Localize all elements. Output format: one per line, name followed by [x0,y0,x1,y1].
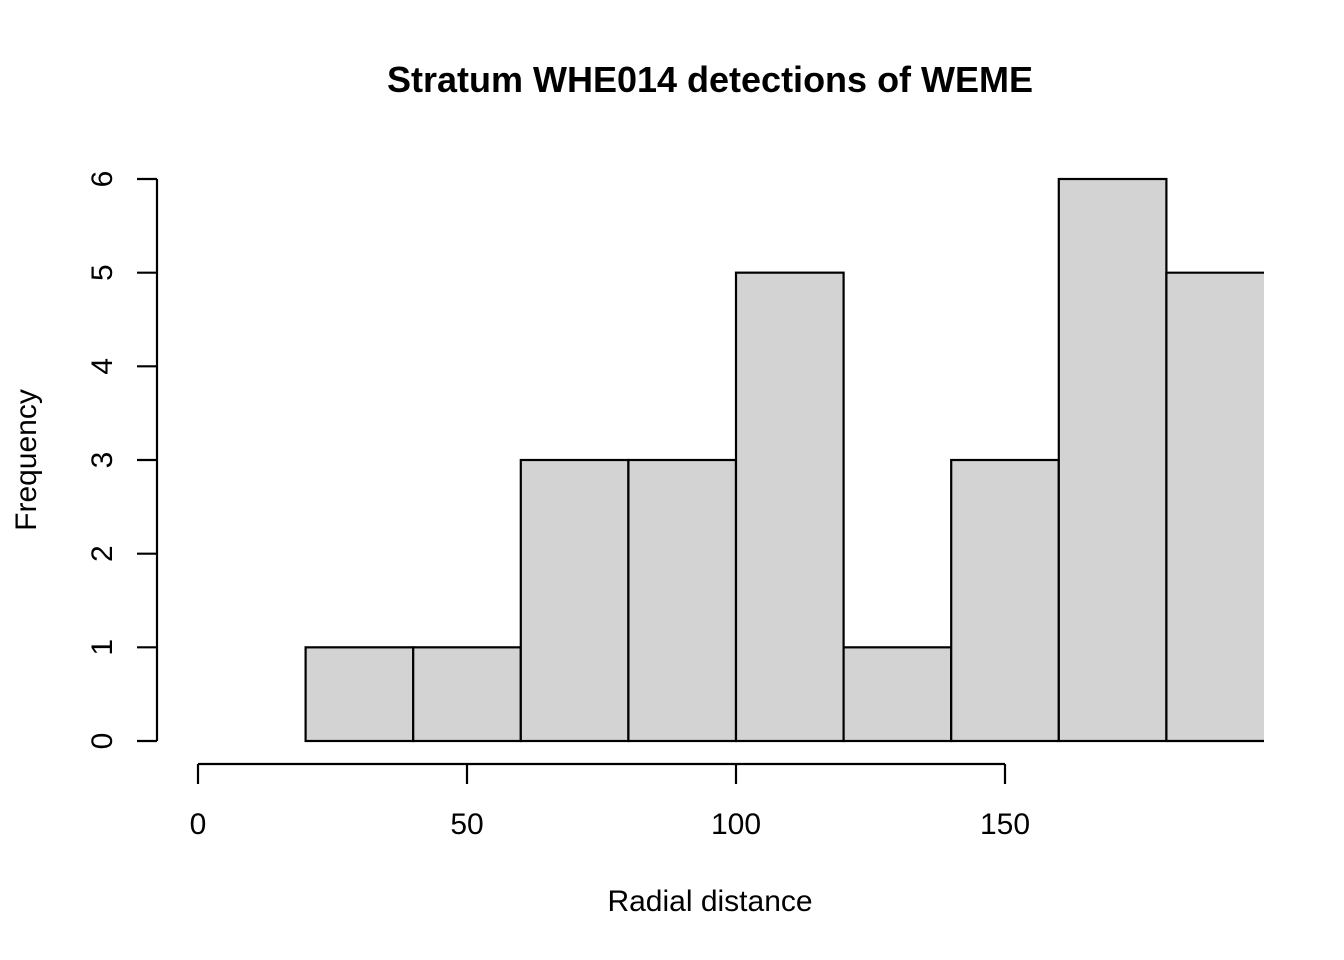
y-tick-label: 4 [86,358,119,375]
x-tick-label: 150 [980,808,1030,841]
y-tick-label: 2 [86,545,119,562]
histogram-bar [950,458,1060,743]
x-axis: 0 50 100 150 [190,762,1030,841]
histogram-bar [412,646,522,743]
y-axis-label: Frequency [10,389,43,531]
chart-title: Stratum WHE014 detections of WEME [387,59,1033,100]
y-tick-label: 3 [86,452,119,469]
histogram-bar-outline [1165,271,1264,743]
y-tick-label: 6 [86,171,119,188]
x-tick-label: 0 [190,808,207,841]
histogram-bar [519,458,630,743]
histogram-bar [1057,177,1168,743]
y-tick-label: 0 [86,733,119,750]
y-tick-label: 1 [86,639,119,656]
histogram-bar [304,646,415,743]
histogram-bar [1166,272,1264,741]
histogram-bar [627,458,738,743]
y-axis: 0 1 2 3 4 5 6 [86,171,159,750]
x-tick-label: 50 [450,808,483,841]
y-tick-label: 5 [86,264,119,281]
histogram-bar [734,271,845,743]
histogram-bar [842,646,953,743]
x-axis-label: Radial distance [607,885,812,918]
x-tick-label: 100 [711,808,761,841]
histogram-bars [304,177,1264,743]
